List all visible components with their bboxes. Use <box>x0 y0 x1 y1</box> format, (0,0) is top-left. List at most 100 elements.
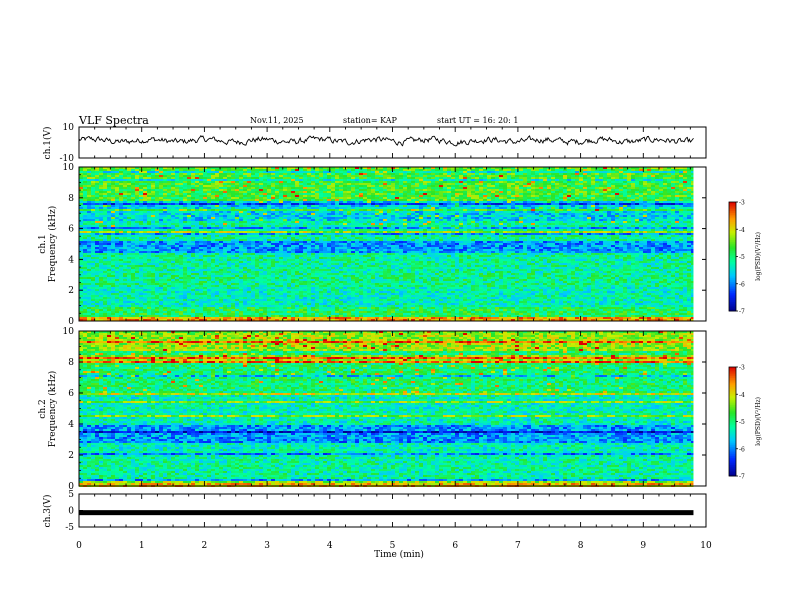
spectrogram-cell <box>491 183 495 185</box>
spectrogram-cell <box>591 173 595 175</box>
spectrogram-cell <box>199 169 203 171</box>
spectrogram-cell <box>371 175 375 177</box>
spectrogram-cell <box>671 179 675 181</box>
spectrogram-cell <box>271 179 275 181</box>
spectrogram-cell <box>531 171 535 173</box>
spectrogram-cell <box>651 179 655 181</box>
spectrogram-cell <box>283 173 287 175</box>
spectrogram-cell <box>127 179 131 181</box>
spectrogram-cell <box>503 185 507 187</box>
spectrogram-cell <box>407 181 411 183</box>
spectrogram-cell <box>271 181 275 183</box>
spectrogram-cell <box>95 183 99 185</box>
spectrogram-cell <box>287 175 291 177</box>
spectrogram-cell <box>675 181 679 183</box>
spectrogram-cell <box>675 173 679 175</box>
spectrogram-cell <box>687 173 691 175</box>
spectrogram-cell <box>291 177 295 179</box>
spectrogram-cell <box>599 173 603 175</box>
spectrogram-cell <box>667 183 671 185</box>
spectrogram-cell <box>683 175 687 177</box>
spectrogram-cell <box>631 183 635 185</box>
spectrogram-cell <box>367 177 371 179</box>
spectrogram-cell <box>343 169 347 171</box>
spectrogram-cell <box>331 181 335 183</box>
spectrogram-cell <box>667 171 671 173</box>
spectrogram-cell <box>591 169 595 171</box>
spectrogram-cell <box>283 177 287 179</box>
spectrogram-cell <box>667 179 671 181</box>
spectrogram-cell <box>363 185 367 187</box>
spectrogram-cell <box>635 181 639 183</box>
spectrogram-cell <box>403 173 407 175</box>
spectrogram-cell <box>447 173 451 175</box>
spectrogram-cell <box>571 173 575 175</box>
spectrogram-cell <box>515 171 519 173</box>
spectrogram-cell <box>175 179 179 181</box>
spectrogram-cell <box>215 177 219 179</box>
spectrogram-cell <box>131 185 135 187</box>
spectrogram-cell <box>675 183 679 185</box>
spectrogram-cell <box>267 179 271 181</box>
spectrogram-cell <box>127 181 131 183</box>
spectrogram-cell <box>631 181 635 183</box>
spectrogram-cell <box>691 173 693 175</box>
spectrogram-cell <box>279 183 283 185</box>
spectrogram-cell <box>231 183 235 185</box>
spectrogram-cell <box>499 175 503 177</box>
spectrogram-cell <box>327 183 331 185</box>
spectrogram-cell <box>135 173 139 175</box>
spectrogram-cell <box>655 181 659 183</box>
spectrogram-cell <box>391 181 395 183</box>
spectrogram-cell <box>443 185 447 187</box>
spectrogram-cell <box>467 177 471 179</box>
spectrogram-cell <box>155 183 159 185</box>
spectrogram-cell <box>359 185 363 187</box>
spectrogram-cell <box>211 183 215 185</box>
spectrogram-cell <box>691 179 693 181</box>
spectrogram-cell <box>655 185 659 187</box>
spectrogram-cell <box>171 185 175 187</box>
spectrogram-cell <box>275 177 279 179</box>
spectrogram-cell <box>411 171 415 173</box>
spectrogram-cell <box>415 175 419 177</box>
spectrogram-cell <box>519 181 523 183</box>
spectrogram-cell <box>235 187 239 189</box>
spectrogram-cell <box>87 181 91 183</box>
spectrogram-cell <box>295 171 299 173</box>
spectrogram-cell <box>295 187 299 189</box>
spectrogram-cell <box>399 179 403 181</box>
spectrogram-cell <box>183 173 187 175</box>
spectrogram-cell <box>567 181 571 183</box>
spectrogram-cell <box>363 173 367 175</box>
spectrogram-cell <box>451 169 455 171</box>
spectrogram-cell <box>327 173 331 175</box>
spectrogram-cell <box>447 177 451 179</box>
spectrogram-cell <box>611 183 615 185</box>
spectrogram-cell <box>279 173 283 175</box>
spectrogram-cell <box>323 185 327 187</box>
spectrogram-cell <box>231 175 235 177</box>
spectrogram-cell <box>139 171 143 173</box>
spectrogram-cell <box>519 185 523 187</box>
spectrogram-cell <box>503 175 507 177</box>
spectrogram-cell <box>651 173 655 175</box>
spectrogram-cell <box>435 177 439 179</box>
spectrogram-cell <box>531 175 535 177</box>
spectrogram-cell <box>531 185 535 187</box>
spectrogram-cell <box>547 181 551 183</box>
spectrogram-cell <box>655 179 659 181</box>
spectrogram-cell <box>635 169 639 171</box>
spectrogram-cell <box>91 173 95 175</box>
spectrogram-cell <box>631 175 635 177</box>
spectrogram-cell <box>543 173 547 175</box>
spectrogram-cell <box>487 185 491 187</box>
spectrogram-cell <box>379 169 383 171</box>
spectrogram-cell <box>423 173 427 175</box>
spectrogram-cell <box>359 179 363 181</box>
spectrogram-cell <box>371 181 375 183</box>
spectrogram-cell <box>135 179 139 181</box>
spectrogram-cell <box>459 177 463 179</box>
spectrogram-cell <box>347 173 351 175</box>
spectrogram-cell <box>559 173 563 175</box>
